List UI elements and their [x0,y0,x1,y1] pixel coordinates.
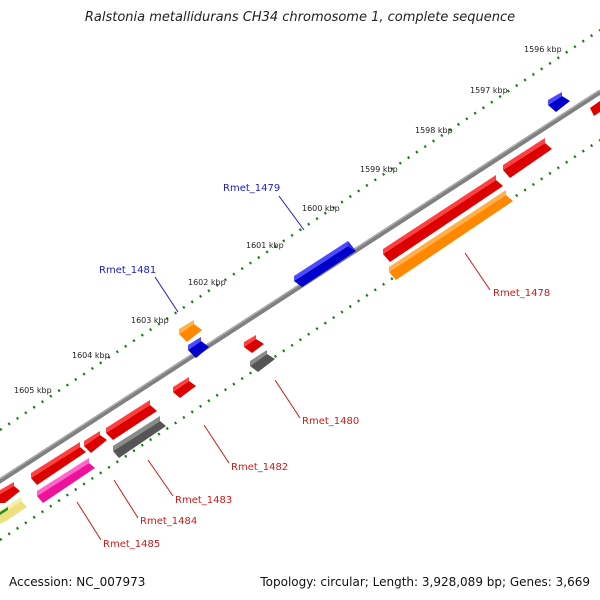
gene-reverse-red-small-2[interactable] [84,431,107,453]
gene-forward-small[interactable] [548,92,570,112]
gene-rmet-1480[interactable] [250,350,275,372]
leader-rmet-1483 [147,459,174,497]
kbp-label: 1599 kbp [360,165,398,174]
gene-label-rmet-1485[interactable]: Rmet_1485 [103,539,160,550]
gene-reverse-red-medium[interactable] [106,400,157,440]
kbp-label: 1603 kbp [131,316,169,325]
leader-rmet-1485 [76,501,102,541]
chromosome-backbone [0,89,600,484]
kbp-label: 1598 kbp [415,126,453,135]
gene-label-rmet-1479[interactable]: Rmet_1479 [223,183,280,194]
leader-rmet-1481 [154,276,179,313]
gene-label-rmet-1478[interactable]: Rmet_1478 [493,288,550,299]
gene-label-rmet-1480[interactable]: Rmet_1480 [302,416,359,427]
gene-reverse-red-small[interactable] [244,335,264,353]
gene-label-rmet-1484[interactable]: Rmet_1484 [140,516,197,527]
leader-rmet-1484 [113,479,139,519]
kbp-label: 1600 kbp [302,204,340,213]
summary-label: Topology: circular; Length: 3,928,089 bp… [260,575,590,589]
map-title: Ralstonia metallidurans CH34 chromosome … [84,10,516,25]
gene-rmet-1479[interactable] [294,241,356,287]
accession-label: Accession: NC_007973 [9,575,146,589]
gene-label-rmet-1483[interactable]: Rmet_1483 [175,495,232,506]
gene-reverse-long-red[interactable] [383,175,503,262]
kbp-label: 1597 kbp [470,86,508,95]
gene-reverse-red-edge[interactable] [0,482,20,503]
kbp-label: 1604 kbp [72,351,110,360]
gene-rmet-1484[interactable] [37,458,95,503]
kbp-label: 1596 kbp [524,45,562,54]
gene-rmet-1482[interactable] [173,377,196,398]
kbp-label: 1602 kbp [188,278,226,287]
kbp-label: 1605 kbp [14,386,52,395]
leader-rmet-1482 [203,424,230,464]
outer-tick-track [0,28,600,432]
gene-rmet-1481[interactable] [188,337,209,358]
gene-label-rmet-1481[interactable]: Rmet_1481 [99,265,156,276]
gene-rmet-1481-orange[interactable] [179,320,202,342]
gene-label-rmet-1482[interactable]: Rmet_1482 [231,462,288,473]
leader-rmet-1478 [464,252,491,291]
leader-rmet-1480 [274,379,301,419]
gene-rmet-1478[interactable] [389,190,513,280]
gene-reverse-red-short[interactable] [503,138,552,178]
gene-forward-edge[interactable] [590,101,600,116]
gene-reverse-red-left[interactable] [31,442,86,485]
kbp-label: 1601 kbp [246,241,284,250]
gene-rmet-1485[interactable] [0,497,27,524]
leader-rmet-1479 [278,195,305,231]
gene-rmet-1483[interactable] [113,416,166,458]
